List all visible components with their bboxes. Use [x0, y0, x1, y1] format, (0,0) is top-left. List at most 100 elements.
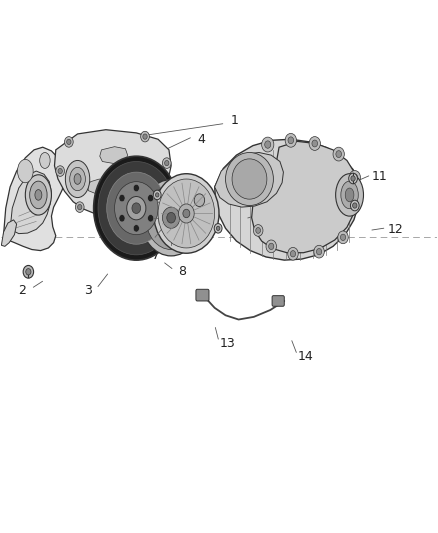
- FancyBboxPatch shape: [272, 296, 284, 306]
- Text: 6: 6: [132, 162, 140, 175]
- Ellipse shape: [351, 176, 355, 181]
- Polygon shape: [1, 220, 17, 246]
- Ellipse shape: [115, 182, 158, 235]
- Polygon shape: [4, 147, 64, 251]
- Ellipse shape: [40, 152, 50, 168]
- Ellipse shape: [141, 131, 149, 142]
- Text: 14: 14: [298, 350, 314, 363]
- Ellipse shape: [314, 245, 324, 258]
- Polygon shape: [10, 171, 51, 233]
- Ellipse shape: [226, 152, 273, 206]
- Ellipse shape: [23, 265, 34, 278]
- Ellipse shape: [119, 215, 125, 222]
- Ellipse shape: [214, 223, 222, 233]
- Ellipse shape: [58, 168, 62, 174]
- Polygon shape: [215, 139, 359, 260]
- Ellipse shape: [35, 190, 42, 200]
- Ellipse shape: [26, 269, 31, 275]
- Ellipse shape: [309, 136, 321, 150]
- Text: 2: 2: [18, 284, 26, 297]
- Ellipse shape: [158, 185, 167, 196]
- Ellipse shape: [349, 171, 360, 184]
- Ellipse shape: [336, 174, 364, 216]
- Ellipse shape: [336, 151, 342, 158]
- Ellipse shape: [183, 209, 190, 217]
- Ellipse shape: [65, 160, 90, 198]
- Ellipse shape: [148, 195, 154, 202]
- Text: 10: 10: [259, 209, 275, 223]
- Text: 12: 12: [387, 223, 403, 236]
- Ellipse shape: [154, 174, 219, 253]
- Ellipse shape: [155, 193, 159, 197]
- Text: 4: 4: [198, 133, 205, 146]
- Ellipse shape: [261, 137, 274, 152]
- Ellipse shape: [167, 213, 176, 223]
- Ellipse shape: [56, 166, 64, 176]
- Ellipse shape: [216, 226, 220, 230]
- Ellipse shape: [133, 184, 139, 192]
- Ellipse shape: [133, 224, 139, 232]
- Polygon shape: [100, 147, 127, 164]
- Ellipse shape: [317, 248, 322, 255]
- Ellipse shape: [349, 173, 357, 184]
- Ellipse shape: [253, 224, 263, 236]
- Text: 8: 8: [178, 265, 186, 278]
- Ellipse shape: [78, 205, 82, 210]
- FancyBboxPatch shape: [196, 289, 209, 301]
- Ellipse shape: [266, 240, 276, 253]
- Ellipse shape: [338, 231, 348, 244]
- Ellipse shape: [333, 147, 344, 161]
- Ellipse shape: [256, 228, 261, 233]
- Ellipse shape: [158, 179, 215, 248]
- Ellipse shape: [75, 202, 84, 213]
- Ellipse shape: [153, 190, 161, 200]
- Ellipse shape: [132, 203, 141, 214]
- Ellipse shape: [288, 137, 293, 144]
- Ellipse shape: [160, 188, 165, 193]
- Ellipse shape: [64, 136, 73, 147]
- Ellipse shape: [285, 133, 297, 147]
- Ellipse shape: [179, 204, 194, 223]
- Text: 1: 1: [230, 114, 238, 127]
- Ellipse shape: [143, 134, 147, 139]
- Ellipse shape: [341, 181, 358, 209]
- Polygon shape: [215, 152, 283, 207]
- Ellipse shape: [30, 181, 47, 209]
- Ellipse shape: [288, 247, 298, 260]
- Ellipse shape: [98, 161, 175, 255]
- Ellipse shape: [352, 174, 357, 181]
- Ellipse shape: [312, 140, 318, 147]
- Ellipse shape: [25, 175, 51, 215]
- Ellipse shape: [107, 172, 166, 244]
- Ellipse shape: [162, 207, 180, 228]
- Ellipse shape: [94, 156, 179, 260]
- Ellipse shape: [70, 167, 85, 191]
- Ellipse shape: [290, 251, 296, 257]
- Ellipse shape: [162, 158, 171, 168]
- Ellipse shape: [146, 186, 196, 249]
- Ellipse shape: [194, 194, 205, 207]
- Ellipse shape: [127, 197, 146, 220]
- Ellipse shape: [350, 203, 356, 209]
- Ellipse shape: [130, 207, 134, 212]
- Ellipse shape: [127, 204, 136, 215]
- Text: 5: 5: [102, 149, 110, 161]
- Polygon shape: [88, 179, 107, 193]
- Ellipse shape: [340, 234, 346, 240]
- Ellipse shape: [232, 159, 267, 199]
- Polygon shape: [54, 130, 171, 216]
- Ellipse shape: [345, 188, 354, 202]
- Ellipse shape: [265, 141, 271, 148]
- Ellipse shape: [348, 199, 358, 212]
- Polygon shape: [252, 141, 358, 253]
- Ellipse shape: [353, 203, 357, 208]
- Text: 11: 11: [372, 170, 388, 183]
- Ellipse shape: [141, 180, 201, 256]
- Ellipse shape: [148, 215, 154, 222]
- Ellipse shape: [18, 159, 33, 183]
- Text: 7: 7: [152, 249, 160, 262]
- Ellipse shape: [74, 174, 81, 184]
- Text: 13: 13: [220, 337, 236, 350]
- Ellipse shape: [350, 200, 359, 211]
- Ellipse shape: [67, 139, 71, 144]
